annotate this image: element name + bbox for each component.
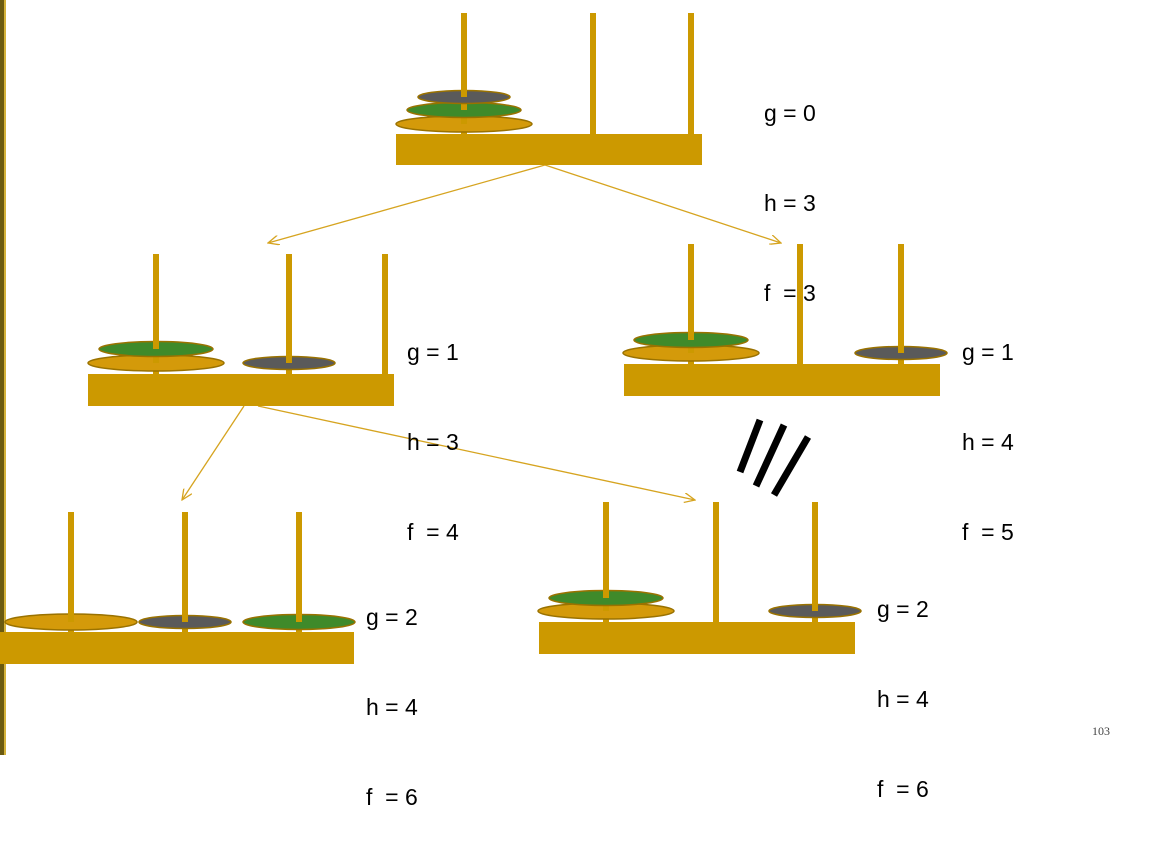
- edge-level1-left-to-level2-right: [257, 405, 695, 500]
- f-value: f = 5: [962, 519, 1014, 545]
- state-level2-right: [537, 502, 862, 654]
- edge-root-to-level1-right: [544, 164, 781, 243]
- base-board: [0, 632, 354, 664]
- peg: [68, 512, 74, 632]
- page-number: 103: [1092, 724, 1110, 738]
- h-value: h = 4: [366, 694, 418, 720]
- label-root: g = 0 h = 3 f = 3: [764, 38, 816, 338]
- f-value: f = 3: [764, 280, 816, 306]
- peg-overlay: [286, 354, 292, 363]
- g-value: g = 1: [407, 339, 459, 365]
- base-board: [396, 134, 702, 165]
- label-level2-left: g = 2 h = 4 f = 6: [366, 542, 418, 842]
- search-tree-diagram: [0, 13, 948, 664]
- peg-overlay: [296, 612, 302, 622]
- edge-root-to-level1-left: [268, 164, 546, 243]
- peg: [898, 244, 904, 364]
- h-value: h = 3: [407, 429, 459, 455]
- strike-line: [736, 418, 764, 474]
- g-value: g = 1: [962, 339, 1014, 365]
- peg: [812, 502, 818, 622]
- peg-overlay: [68, 612, 74, 622]
- label-level2-right: g = 2 h = 4 f = 6: [877, 534, 929, 834]
- peg: [713, 502, 719, 622]
- peg: [461, 13, 467, 134]
- peg-overlay: [603, 588, 609, 598]
- peg-overlay: [461, 88, 467, 97]
- peg: [603, 502, 609, 622]
- state-level1-left: [87, 254, 394, 406]
- peg: [797, 244, 803, 364]
- peg: [382, 254, 388, 374]
- state-level2-left: [0, 512, 356, 664]
- h-value: h = 4: [962, 429, 1014, 455]
- peg-overlay: [153, 353, 159, 363]
- peg: [153, 254, 159, 374]
- base-board: [539, 622, 855, 654]
- peg-overlay: [461, 100, 467, 110]
- pruned-marker: [736, 418, 812, 497]
- f-value: f = 6: [877, 776, 929, 802]
- peg-overlay: [812, 602, 818, 611]
- slide-left-border: [0, 0, 6, 755]
- label-level1-left: g = 1 h = 3 f = 4: [407, 277, 459, 577]
- peg: [688, 244, 694, 364]
- g-value: g = 2: [877, 596, 929, 622]
- peg: [688, 13, 694, 134]
- f-value: f = 4: [407, 519, 459, 545]
- base-board: [624, 364, 940, 396]
- peg-overlay: [182, 613, 188, 622]
- peg-overlay: [461, 114, 467, 124]
- peg: [296, 512, 302, 632]
- strike-line: [770, 435, 812, 497]
- peg: [590, 13, 596, 134]
- tree-states: [0, 13, 948, 664]
- edge-level1-left-to-level2-left: [182, 405, 245, 500]
- g-value: g = 2: [366, 604, 418, 630]
- tree-edges: [182, 164, 781, 500]
- h-value: h = 3: [764, 190, 816, 216]
- f-value: f = 6: [366, 784, 418, 810]
- peg-overlay: [688, 330, 694, 340]
- strike-line: [752, 423, 788, 488]
- state-root: [395, 13, 702, 165]
- label-level1-right: g = 1 h = 4 f = 5: [962, 277, 1014, 577]
- peg: [182, 512, 188, 632]
- peg: [286, 254, 292, 374]
- peg-overlay: [898, 344, 904, 353]
- h-value: h = 4: [877, 686, 929, 712]
- base-board: [88, 374, 394, 406]
- state-level1-right: [622, 244, 948, 396]
- peg-overlay: [153, 339, 159, 349]
- g-value: g = 0: [764, 100, 816, 126]
